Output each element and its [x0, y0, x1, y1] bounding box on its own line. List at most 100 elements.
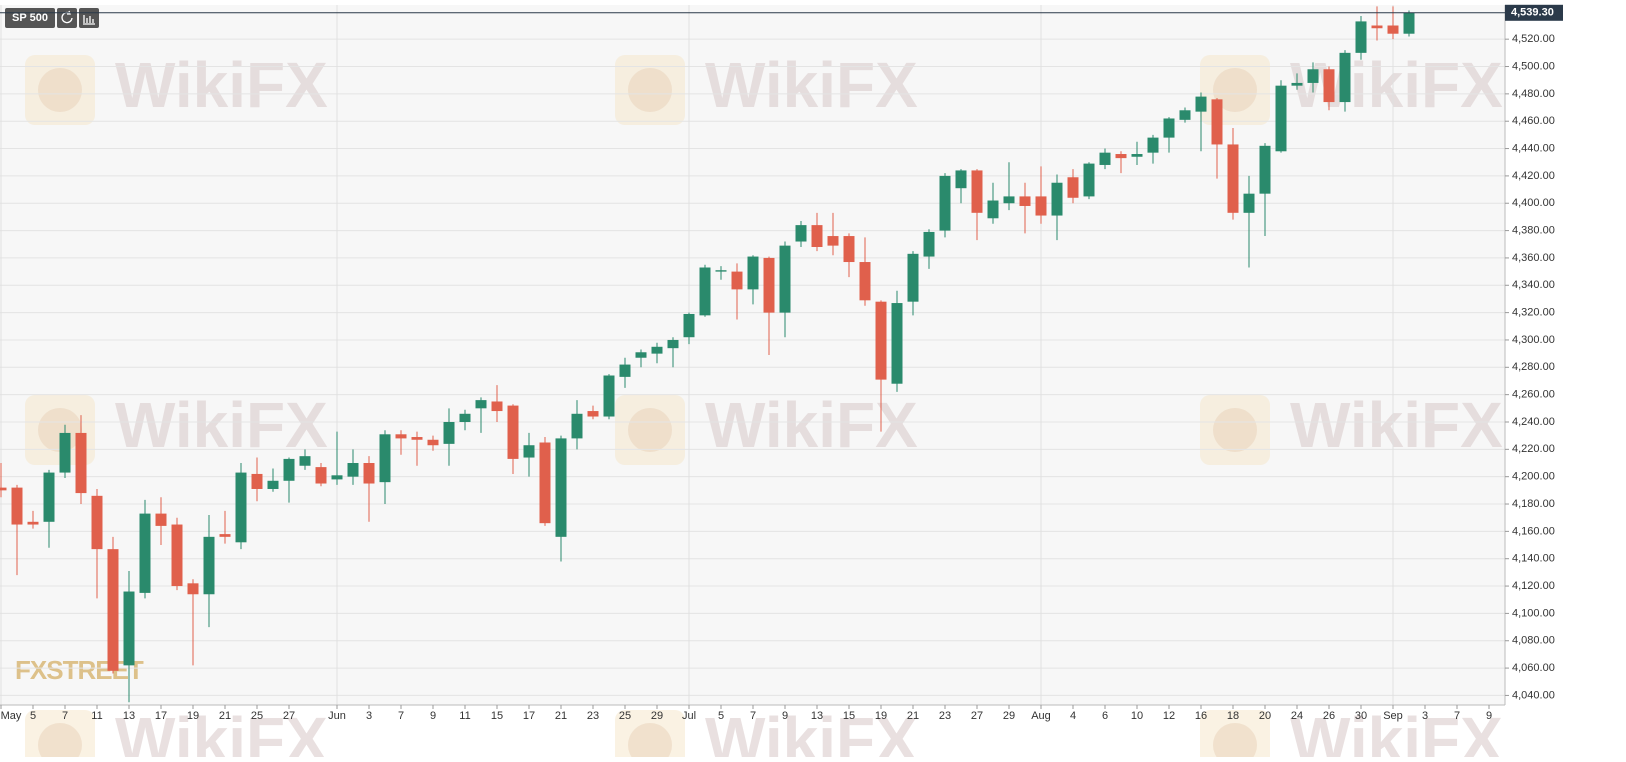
x-tick-label: 9 [1486, 710, 1492, 722]
x-tick-label: 7 [62, 710, 68, 722]
y-tick-label: 4,300.00 [1512, 334, 1555, 346]
candle-body [1227, 144, 1239, 213]
y-tick-label: 4,340.00 [1512, 279, 1555, 291]
x-tick-label: 25 [619, 710, 631, 722]
watermark: WikiFX [705, 389, 918, 461]
candle-body [299, 456, 311, 466]
candle-body [1355, 21, 1367, 53]
candle-body [43, 472, 55, 522]
candle-body [251, 473, 263, 489]
x-tick-label: 27 [283, 710, 295, 722]
candle-body [395, 434, 407, 439]
watermark-icon-circle [38, 408, 82, 452]
x-tick-label: 6 [1102, 710, 1108, 722]
background-layer: WikiFX WikiFX WikiFX WikiFX WikiFX WikiFX Wiki… [0, 5, 1505, 762]
y-tick-label: 4,260.00 [1512, 389, 1555, 401]
y-tick-label: 4,440.00 [1512, 142, 1555, 154]
x-tick-label: 11 [459, 710, 470, 722]
x-tick-label: 7 [750, 710, 756, 722]
watermark: WikiFX [115, 704, 328, 757]
candle-body [1179, 110, 1191, 120]
candle-body [651, 346, 663, 354]
watermark: WikiFX [115, 389, 328, 461]
watermark-icon-circle [1213, 723, 1257, 762]
candle-body [1291, 82, 1303, 86]
candle-body [139, 513, 151, 593]
candle-body [571, 413, 583, 439]
candle-body [555, 438, 567, 537]
candle-body [347, 463, 359, 477]
candle-body [27, 521, 39, 525]
x-tick-label: 7 [398, 710, 404, 722]
watermark-icon-circle [1213, 68, 1257, 112]
x-tick-label: 5 [718, 710, 724, 722]
x-tick-label: 21 [555, 710, 567, 722]
candle-body [539, 442, 551, 524]
candle-body [1339, 52, 1351, 103]
candle-body [331, 475, 343, 480]
y-tick-label: 4,180.00 [1512, 498, 1555, 510]
watermark-icon-circle [38, 68, 82, 112]
x-tick-label: 19 [875, 710, 887, 722]
candle-body [667, 339, 679, 349]
candle-body [635, 352, 647, 358]
candle-body [619, 364, 631, 377]
y-tick-label: 4,420.00 [1512, 170, 1555, 182]
candle-body [907, 253, 919, 302]
x-tick-label: 21 [219, 710, 231, 722]
marks-layer [0, 6, 1415, 703]
candle-body [443, 421, 455, 444]
candle-body [811, 225, 823, 247]
candle-body [459, 413, 471, 422]
candle-body [1099, 152, 1111, 165]
candle-body [1147, 137, 1159, 153]
candle-body [699, 267, 711, 316]
y-tick-label: 4,080.00 [1512, 635, 1555, 647]
indicator-icon [83, 15, 95, 25]
x-tick-label: 3 [1422, 710, 1428, 722]
candle-body [603, 375, 615, 417]
x-tick-label: 23 [939, 710, 951, 722]
watermark: WikiFX [1290, 704, 1503, 757]
x-tick-label: 18 [1227, 710, 1239, 722]
candle-body [1387, 25, 1399, 34]
x-tick-label: 9 [430, 710, 436, 722]
candle-body [683, 313, 695, 338]
refresh-button[interactable] [57, 8, 77, 28]
x-tick-label: 17 [155, 710, 167, 722]
candle-body [59, 432, 71, 473]
x-tick-label: 3 [366, 710, 372, 722]
candle-body [795, 225, 807, 242]
watermark: WikiFX [705, 704, 918, 757]
y-tick-label: 4,160.00 [1512, 525, 1555, 537]
candle-body [523, 445, 535, 458]
candle-body [939, 175, 951, 231]
candle-body [1307, 69, 1319, 83]
x-tick-label: 13 [123, 710, 135, 722]
candle-body [507, 405, 519, 459]
candle-body [1083, 163, 1095, 197]
x-tick-label: 24 [1291, 710, 1303, 722]
x-tick-label: 21 [907, 710, 919, 722]
candle-body [859, 262, 871, 301]
candle-body [11, 487, 23, 525]
candle-body [987, 200, 999, 219]
candle-body [267, 480, 279, 489]
candle-body [587, 411, 599, 417]
candle-body [491, 401, 503, 412]
candle-body [1067, 177, 1079, 198]
indicator-button[interactable] [79, 8, 99, 28]
candle-body [1019, 196, 1031, 206]
candle-body [171, 524, 183, 587]
watermark-icon-circle [1213, 408, 1257, 452]
candle-body [123, 591, 135, 666]
toolbar: SP 500 [5, 8, 99, 28]
y-tick-label: 4,220.00 [1512, 443, 1555, 455]
candle-body [747, 256, 759, 290]
watermark-icon-circle [628, 723, 672, 762]
candle-body [1051, 182, 1063, 216]
candle-body [731, 271, 743, 290]
y-tick-label: 4,520.00 [1512, 33, 1555, 45]
x-tick-label: 16 [1195, 710, 1207, 722]
